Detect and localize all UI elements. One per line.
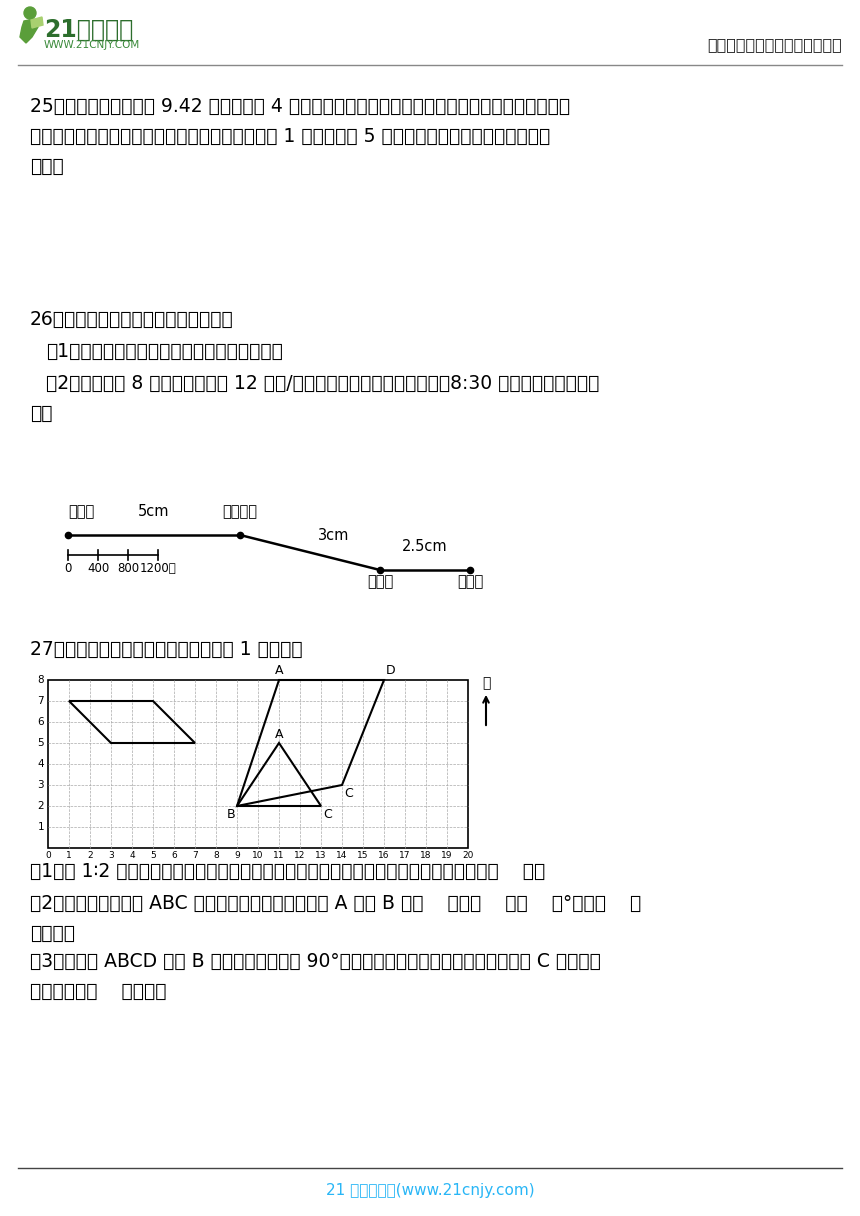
Text: 10: 10 [252, 851, 264, 860]
Text: 8: 8 [37, 675, 44, 685]
Text: D: D [386, 664, 396, 677]
Text: 15: 15 [357, 851, 369, 860]
Text: 3: 3 [37, 779, 44, 790]
Text: 吗？: 吗？ [30, 404, 52, 423]
Text: 梅花山: 梅花山 [457, 574, 483, 589]
Bar [48, 680, 468, 848]
Text: 北: 北 [482, 676, 490, 689]
Text: 7: 7 [37, 696, 44, 706]
Text: 21 世纪教育网(www.21cnjy.com): 21 世纪教育网(www.21cnjy.com) [326, 1183, 534, 1198]
Text: 13: 13 [316, 851, 327, 860]
Text: 3cm: 3cm [318, 528, 349, 542]
Text: 5: 5 [150, 851, 156, 860]
Text: 1200米: 1200米 [139, 562, 176, 575]
Text: B: B [226, 807, 235, 821]
Text: 27．如下图所示（图中小正方形边长为 1 厘米）。: 27．如下图所示（图中小正方形边长为 1 厘米）。 [30, 640, 303, 659]
Text: 20: 20 [463, 851, 474, 860]
Circle shape [24, 7, 36, 19]
Text: 12: 12 [294, 851, 305, 860]
Text: 400: 400 [87, 562, 109, 575]
Text: 中小学教育资源及组卷应用平台: 中小学教育资源及组卷应用平台 [707, 36, 842, 52]
Text: （1）按 1∶2 的比画出平行四边形缩小后的图形，缩小后图形的面积和原图形面积的比是（    ）。: （1）按 1∶2 的比画出平行四边形缩小后的图形，缩小后图形的面积和原图形面积的… [30, 862, 545, 882]
Text: 城东车站: 城东车站 [223, 503, 257, 519]
Text: 小青家: 小青家 [68, 503, 95, 519]
Text: C: C [344, 787, 353, 800]
Text: 分米？: 分米？ [30, 157, 64, 176]
Text: 0: 0 [64, 562, 71, 575]
Text: 11: 11 [273, 851, 285, 860]
Text: 16: 16 [378, 851, 390, 860]
Text: 26．如图是小青家到梅花山的线路图。: 26．如图是小青家到梅花山的线路图。 [30, 310, 234, 330]
Text: 1: 1 [37, 822, 44, 832]
Text: 25．在一个底面周长是 9.42 分米，高是 4 分米的圆锥形容器里装满水，然后把水全部倒入一个空的: 25．在一个底面周长是 9.42 分米，高是 4 分米的圆锥形容器里装满水，然后… [30, 97, 570, 116]
Text: 800: 800 [117, 562, 139, 575]
Text: 8: 8 [213, 851, 219, 860]
Text: C: C [323, 807, 332, 821]
Polygon shape [20, 19, 38, 43]
Text: （2）已知图中三角形 ABC 是一个等边三角形，那么点 A 在点 B 的（    ）偏（    ）（    ）°方向（    ）: （2）已知图中三角形 ABC 是一个等边三角形，那么点 A 在点 B 的（ ）偏… [30, 894, 642, 913]
Text: 线总长度是（    ）厘米。: 线总长度是（ ）厘米。 [30, 983, 167, 1001]
Text: 0: 0 [45, 851, 51, 860]
Text: 17: 17 [399, 851, 411, 860]
Text: （2）小青早上 8 点从家出发，以 12 千米/小时的速度骑自行车去梅花山，8:30 分之前能到达梅花山: （2）小青早上 8 点从家出发，以 12 千米/小时的速度骑自行车去梅花山，8:… [46, 375, 599, 393]
Text: （1）小青家到梅花山的路程大约是多少千米？: （1）小青家到梅花山的路程大约是多少千米？ [46, 342, 283, 361]
Text: 圆柱形玻璃杯中。已知圆柱形玻璃杯的底面半径是 1 分米，高是 5 分米。圆柱形玻璃杯中水面高多少: 圆柱形玻璃杯中。已知圆柱形玻璃杯的底面半径是 1 分米，高是 5 分米。圆柱形玻… [30, 126, 550, 146]
Text: WWW.21CNJY.COM: WWW.21CNJY.COM [44, 40, 140, 50]
Text: 6: 6 [171, 851, 177, 860]
Text: 9: 9 [234, 851, 240, 860]
Text: A: A [274, 728, 283, 741]
Text: 14: 14 [336, 851, 347, 860]
Text: 2.5cm: 2.5cm [402, 539, 448, 554]
Text: 6: 6 [37, 717, 44, 727]
Text: 2: 2 [37, 801, 44, 811]
Text: 7: 7 [192, 851, 198, 860]
Text: 5: 5 [37, 738, 44, 748]
Text: 博物家: 博物家 [367, 574, 393, 589]
Text: 4: 4 [129, 851, 135, 860]
Text: 厘米处。: 厘米处。 [30, 924, 75, 942]
Text: 3: 3 [108, 851, 114, 860]
Text: 4: 4 [37, 759, 44, 769]
Text: 18: 18 [421, 851, 432, 860]
Text: 21世纪教育: 21世纪教育 [44, 18, 133, 43]
Polygon shape [31, 17, 43, 28]
Text: A: A [274, 664, 283, 677]
Text: 5cm: 5cm [138, 503, 169, 519]
Text: 19: 19 [441, 851, 452, 860]
Text: 2: 2 [87, 851, 93, 860]
Text: （3）把梯形 ABCD 绕点 B 按顺时针方向旋转 90°，画出旋转后的图形；在旋转过程中点 C 经过的路: （3）把梯形 ABCD 绕点 B 按顺时针方向旋转 90°，画出旋转后的图形；在… [30, 952, 601, 972]
Text: 1: 1 [66, 851, 72, 860]
